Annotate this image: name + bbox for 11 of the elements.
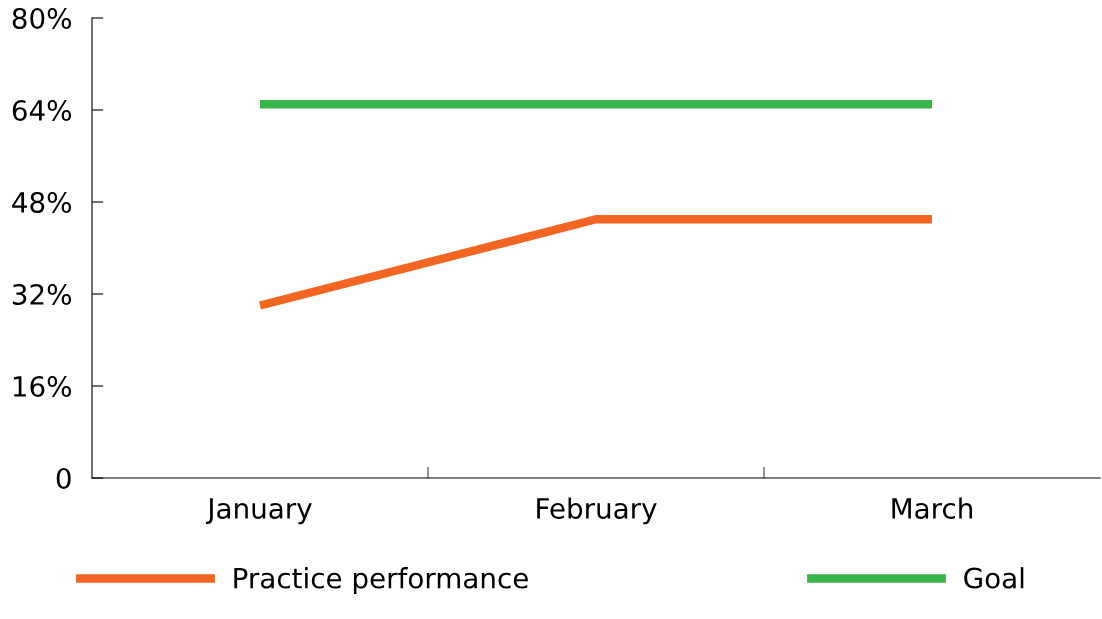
- legend-label: Goal: [964, 567, 1024, 589]
- y-tick-label: 80%: [12, 7, 72, 29]
- y-tick-label: 48%: [12, 191, 72, 213]
- y-tick-label: 0: [56, 467, 71, 489]
- legend-label: Practice performance: [234, 567, 528, 594]
- x-tick-label: March: [892, 497, 972, 519]
- y-tick-label: 16%: [13, 375, 72, 397]
- y-tick-label: 64%: [12, 99, 72, 121]
- x-tick-label: January: [205, 498, 312, 525]
- y-tick-label: 32%: [12, 283, 72, 305]
- x-tick-label: February: [537, 497, 657, 525]
